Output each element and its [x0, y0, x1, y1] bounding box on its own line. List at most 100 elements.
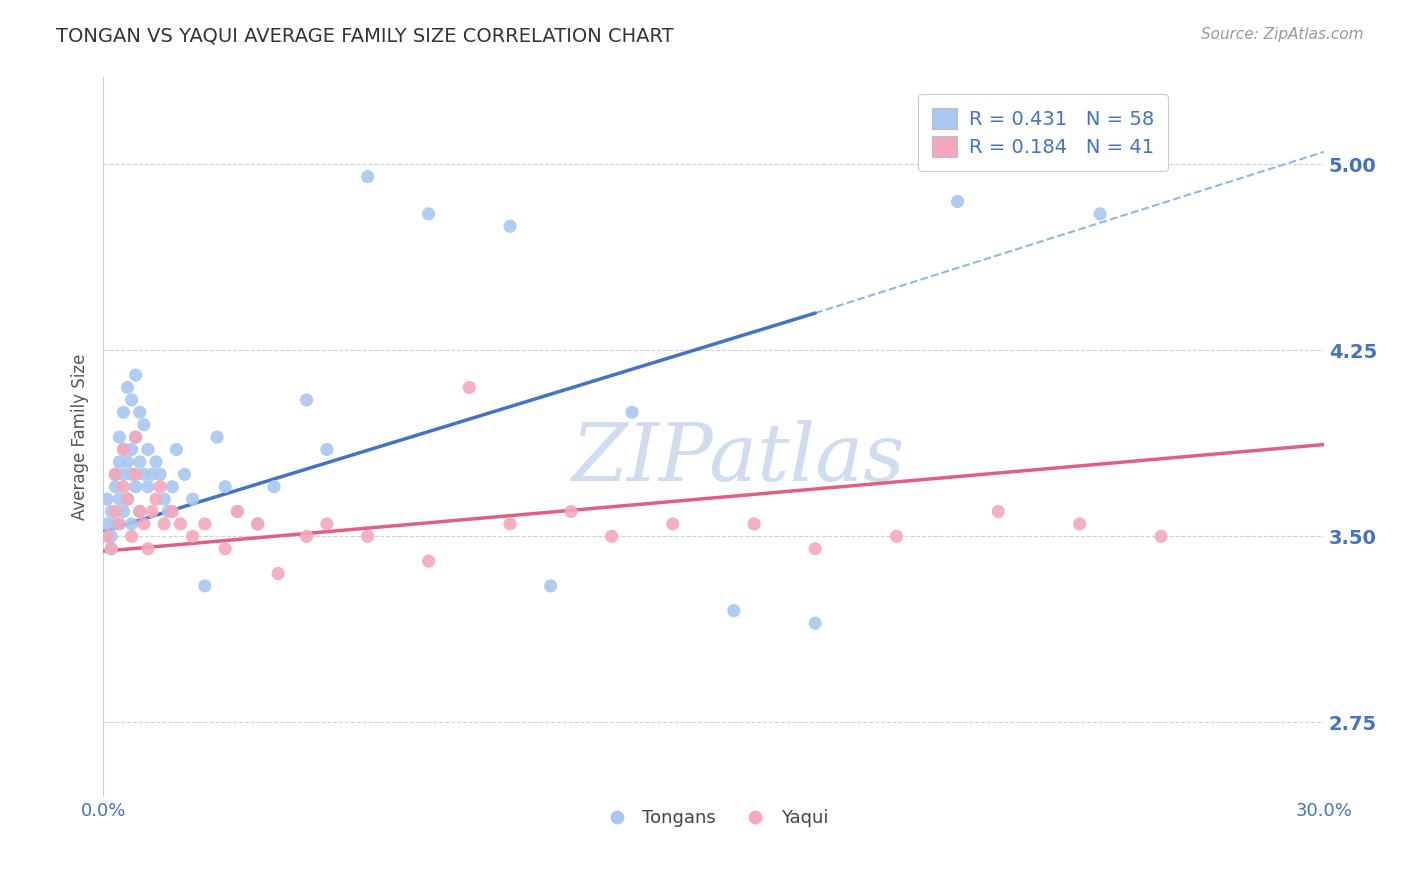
Point: [117, 380, 139, 394]
Point: [112, 442, 135, 457]
Point: [96, 529, 118, 543]
Point: [112, 480, 135, 494]
Point: [145, 492, 167, 507]
Point: [458, 380, 481, 394]
Point: [125, 430, 148, 444]
Point: [136, 541, 159, 556]
Point: [356, 529, 378, 543]
Point: [125, 467, 148, 482]
Point: [108, 516, 131, 531]
Text: Source: ZipAtlas.com: Source: ZipAtlas.com: [1201, 27, 1364, 42]
Point: [104, 480, 127, 494]
Point: [121, 467, 143, 482]
Point: [194, 579, 217, 593]
Point: [1150, 529, 1173, 543]
Point: [742, 516, 765, 531]
Point: [418, 554, 440, 568]
Point: [499, 516, 522, 531]
Point: [214, 541, 236, 556]
Point: [112, 405, 135, 419]
Point: [1069, 516, 1091, 531]
Point: [246, 516, 269, 531]
Point: [153, 492, 176, 507]
Point: [418, 207, 440, 221]
Point: [149, 480, 172, 494]
Point: [662, 516, 685, 531]
Point: [136, 480, 159, 494]
Point: [104, 504, 127, 518]
Point: [96, 492, 118, 507]
Point: [108, 492, 131, 507]
Point: [121, 529, 143, 543]
Point: [132, 516, 155, 531]
Y-axis label: Average Family Size: Average Family Size: [72, 354, 89, 520]
Point: [246, 516, 269, 531]
Point: [295, 529, 318, 543]
Point: [104, 467, 127, 482]
Point: [128, 504, 150, 518]
Point: [226, 504, 249, 518]
Point: [621, 405, 644, 419]
Point: [121, 442, 143, 457]
Point: [141, 504, 163, 518]
Point: [263, 480, 285, 494]
Legend: Tongans, Yaqui: Tongans, Yaqui: [592, 802, 835, 835]
Point: [205, 430, 228, 444]
Text: TONGAN VS YAQUI AVERAGE FAMILY SIZE CORRELATION CHART: TONGAN VS YAQUI AVERAGE FAMILY SIZE CORR…: [56, 27, 673, 45]
Point: [295, 392, 318, 407]
Point: [121, 516, 143, 531]
Point: [214, 480, 236, 494]
Point: [104, 467, 127, 482]
Point: [108, 455, 131, 469]
Point: [112, 442, 135, 457]
Point: [600, 529, 623, 543]
Point: [141, 467, 163, 482]
Point: [162, 504, 184, 518]
Point: [804, 616, 827, 631]
Point: [132, 417, 155, 432]
Point: [100, 541, 122, 556]
Point: [96, 516, 118, 531]
Point: [560, 504, 582, 518]
Point: [125, 480, 148, 494]
Point: [104, 516, 127, 531]
Text: ZIPatlas: ZIPatlas: [571, 420, 904, 498]
Point: [121, 392, 143, 407]
Point: [540, 579, 562, 593]
Point: [128, 504, 150, 518]
Point: [117, 492, 139, 507]
Point: [108, 430, 131, 444]
Point: [267, 566, 290, 581]
Point: [149, 467, 172, 482]
Point: [886, 529, 908, 543]
Point: [165, 442, 187, 457]
Point: [128, 405, 150, 419]
Point: [136, 442, 159, 457]
Point: [946, 194, 969, 209]
Point: [117, 492, 139, 507]
Point: [157, 504, 180, 518]
Point: [100, 529, 122, 543]
Point: [112, 467, 135, 482]
Point: [987, 504, 1010, 518]
Point: [125, 368, 148, 383]
Point: [356, 169, 378, 184]
Point: [117, 455, 139, 469]
Point: [499, 219, 522, 234]
Point: [100, 504, 122, 518]
Point: [169, 516, 191, 531]
Point: [1088, 207, 1111, 221]
Point: [153, 516, 176, 531]
Point: [316, 516, 339, 531]
Point: [145, 455, 167, 469]
Point: [316, 442, 339, 457]
Point: [804, 541, 827, 556]
Point: [194, 516, 217, 531]
Point: [132, 467, 155, 482]
Point: [723, 604, 745, 618]
Point: [226, 504, 249, 518]
Point: [112, 504, 135, 518]
Point: [128, 455, 150, 469]
Point: [125, 430, 148, 444]
Point: [181, 529, 204, 543]
